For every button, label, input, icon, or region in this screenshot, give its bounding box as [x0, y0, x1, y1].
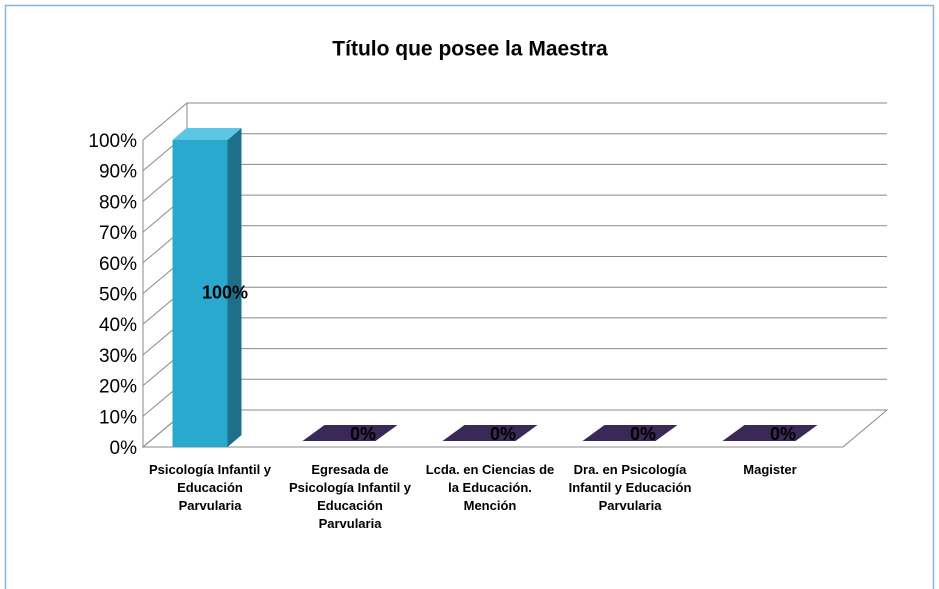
grid-line [142, 256, 887, 294]
y-tick-label: 40% [99, 315, 137, 336]
bar-top [582, 425, 678, 441]
data-label: 100% [202, 282, 248, 302]
bar-top [442, 425, 538, 441]
y-tick-label: 70% [99, 223, 137, 244]
y-tick-label: 100% [88, 131, 137, 152]
data-label: 0% [350, 424, 376, 444]
x-tick-label: Dra. en Psicología Infantil y Educación … [568, 462, 692, 513]
x-tick-label: Magister [743, 462, 797, 477]
bar-top [302, 425, 398, 441]
data-label: 0% [490, 424, 516, 444]
bar-side [227, 128, 242, 447]
y-tick-label: 20% [99, 377, 137, 398]
y-tick-label: 50% [99, 285, 137, 306]
bar [172, 140, 228, 447]
bar-top [172, 128, 242, 140]
grid-line [142, 102, 887, 141]
data-label: 0% [630, 424, 656, 444]
x-tick-label: Lcda. en Ciencias de la Educación. Menci… [425, 462, 555, 513]
y-tick-label: 60% [99, 254, 137, 275]
x-tick-label: Egresada de Psicología Infantil y Educac… [288, 462, 412, 531]
x-tick-label: Psicología Infantil y Educación Parvular… [148, 462, 272, 513]
grid-line [142, 348, 887, 386]
frame [4, 4, 935, 589]
grid-line [142, 133, 887, 172]
data-label: 0% [770, 424, 796, 444]
grid-line [142, 225, 887, 264]
grid-line [142, 286, 887, 325]
grid-line [142, 194, 887, 233]
y-tick-label: 0% [110, 438, 138, 459]
grid-line [142, 163, 887, 202]
y-tick-label: 10% [99, 407, 137, 428]
bar-top [722, 425, 818, 441]
grid-line [142, 317, 887, 356]
y-tick-label: 90% [99, 162, 137, 183]
y-tick-label: 30% [99, 346, 137, 367]
y-tick-label: 80% [99, 192, 137, 213]
chart-title: Título que posee la Maestra [332, 38, 608, 61]
